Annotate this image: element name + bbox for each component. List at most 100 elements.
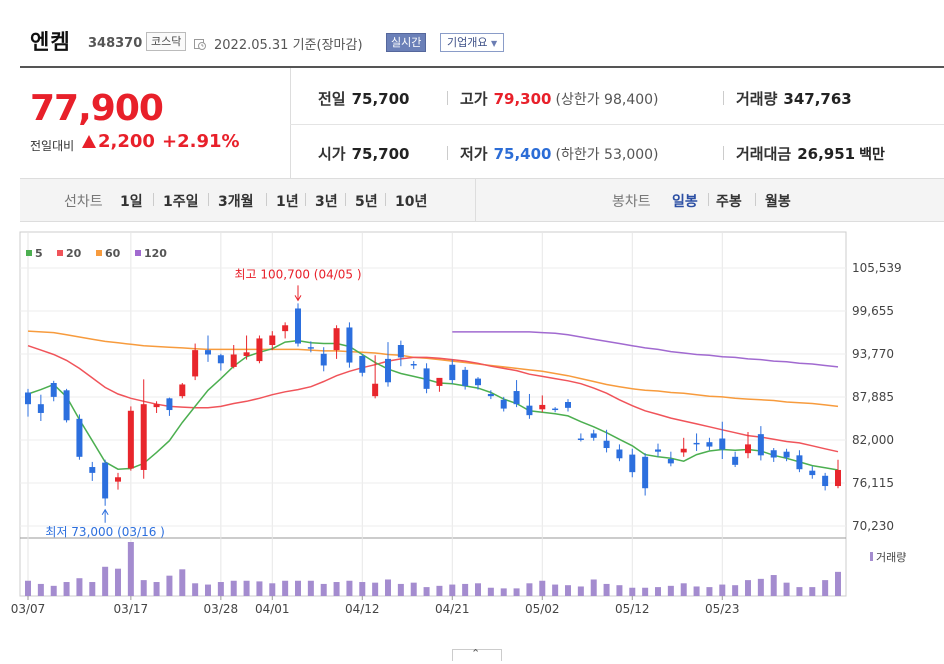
candle-body	[192, 350, 199, 377]
prev-close-value: 75,700	[351, 90, 410, 108]
candle-body	[539, 404, 546, 410]
company-overview-button[interactable]: 기업개요 ▼	[440, 33, 505, 52]
collapse-handle[interactable]: ⌃	[452, 647, 502, 661]
volume-bar	[796, 587, 803, 596]
high-value: 79,300	[493, 90, 552, 108]
x-tick-label: 04/21	[435, 602, 470, 616]
volume-bar	[577, 586, 584, 596]
volume-bar	[552, 584, 559, 596]
candle-body	[102, 462, 109, 499]
ma-legend-swatch	[26, 250, 32, 256]
top-divider	[20, 66, 944, 68]
tab-3m[interactable]: 3개월	[218, 194, 254, 210]
prev-close-label: 전일	[318, 90, 346, 108]
x-tick-label: 05/12	[615, 602, 650, 616]
tab-5y[interactable]: 5년	[355, 194, 378, 210]
candle-body	[616, 449, 623, 459]
stats-row-divider	[290, 124, 944, 125]
chart-frame	[19, 231, 847, 597]
ma-legend-label: 20	[66, 247, 82, 260]
candle-body	[50, 383, 57, 397]
volume-bar	[397, 583, 404, 596]
tab-bar-divider	[475, 179, 476, 221]
realtime-button[interactable]: 실시간	[386, 33, 427, 52]
tab-divider	[708, 193, 709, 206]
open-value: 75,700	[351, 145, 410, 163]
volume-bar	[487, 587, 494, 596]
volume-bar	[436, 585, 443, 596]
candle-body	[603, 440, 610, 449]
tab-1w[interactable]: 1주일	[163, 194, 199, 210]
high-price: 고가 79,300 (상한가 98,400)	[460, 88, 659, 109]
ma20-line	[27, 344, 839, 453]
candle-body	[410, 364, 417, 366]
candle-body	[282, 325, 289, 332]
high-arrow-icon	[294, 295, 302, 302]
volume-bar	[770, 575, 777, 596]
candle-body	[745, 444, 751, 454]
volume-bar	[757, 578, 764, 596]
volume-bar	[603, 583, 610, 596]
line-chart-label: 선차트	[64, 194, 103, 210]
lower-limit: (하한가 53,000)	[555, 147, 659, 163]
stock-name: 엔켐	[30, 30, 71, 54]
tab-divider	[266, 193, 267, 206]
tab-1y[interactable]: 1년	[276, 194, 299, 210]
candle-body	[809, 470, 816, 476]
volume-bar	[616, 585, 623, 596]
volume-bar	[629, 587, 636, 596]
low-annotation: 최저 73,000 (03/16 )	[45, 525, 164, 539]
x-tick-label: 04/01	[255, 602, 290, 616]
candle-body	[115, 477, 121, 482]
candle-body	[667, 458, 674, 464]
x-tick-label: 05/02	[525, 602, 560, 616]
x-tick-label: 05/23	[705, 602, 740, 616]
x-tick-label: 03/07	[11, 602, 46, 616]
tab-divider	[208, 193, 209, 206]
volume-bar	[50, 585, 57, 596]
ma-legend-label: 5	[35, 247, 43, 260]
candle-body	[565, 402, 571, 408]
candle-body	[526, 405, 533, 416]
volume-bar	[307, 580, 314, 596]
y-tick-label: 99,655	[852, 304, 894, 318]
candle-body	[487, 393, 494, 397]
up-triangle-icon	[82, 135, 96, 148]
volume-bar	[76, 578, 83, 596]
candle-body	[822, 475, 829, 487]
volume-bar	[333, 582, 340, 596]
candle-body	[732, 456, 739, 465]
volume-bar	[320, 583, 327, 596]
candle-body	[397, 345, 404, 358]
stock-code: 348370	[88, 36, 143, 51]
open-label: 시가	[318, 145, 346, 163]
price-box: 77,900 전일대비 2,200 +2.91%	[20, 68, 291, 178]
candle-body	[372, 383, 379, 397]
high-label: 고가	[460, 90, 488, 108]
tab-daily[interactable]: 일봉	[672, 194, 698, 210]
volume-bar	[513, 588, 520, 596]
candle-body	[796, 455, 803, 470]
y-tick-label: 82,000	[852, 433, 894, 447]
candle-body	[37, 404, 44, 413]
candle-body	[462, 369, 469, 386]
candle-body	[385, 358, 391, 383]
tab-10y[interactable]: 10년	[395, 194, 428, 210]
stat-divider	[723, 146, 724, 160]
title-bar: 엔켐 348370 코스닥 2022.05.31 기준(장마감) 실시간 기업개…	[0, 0, 944, 62]
trade-amount-value: 26,951	[797, 145, 856, 163]
tab-weekly[interactable]: 주봉	[716, 194, 742, 210]
candle-body	[295, 308, 301, 344]
stat-divider	[723, 91, 724, 105]
tab-monthly[interactable]: 월봉	[765, 194, 791, 210]
change-label: 전일대비	[30, 139, 75, 153]
tab-1d[interactable]: 1일	[120, 194, 143, 210]
tab-3y[interactable]: 3년	[315, 194, 338, 210]
volume-legend-swatch	[870, 552, 873, 561]
y-tick-label: 93,770	[852, 347, 894, 361]
volume-bar	[706, 587, 713, 596]
low-price: 저가 75,400 (하한가 53,000)	[460, 143, 659, 164]
company-overview-label: 기업개요	[447, 36, 488, 49]
candle-body	[230, 354, 237, 367]
candle-body	[63, 390, 70, 421]
